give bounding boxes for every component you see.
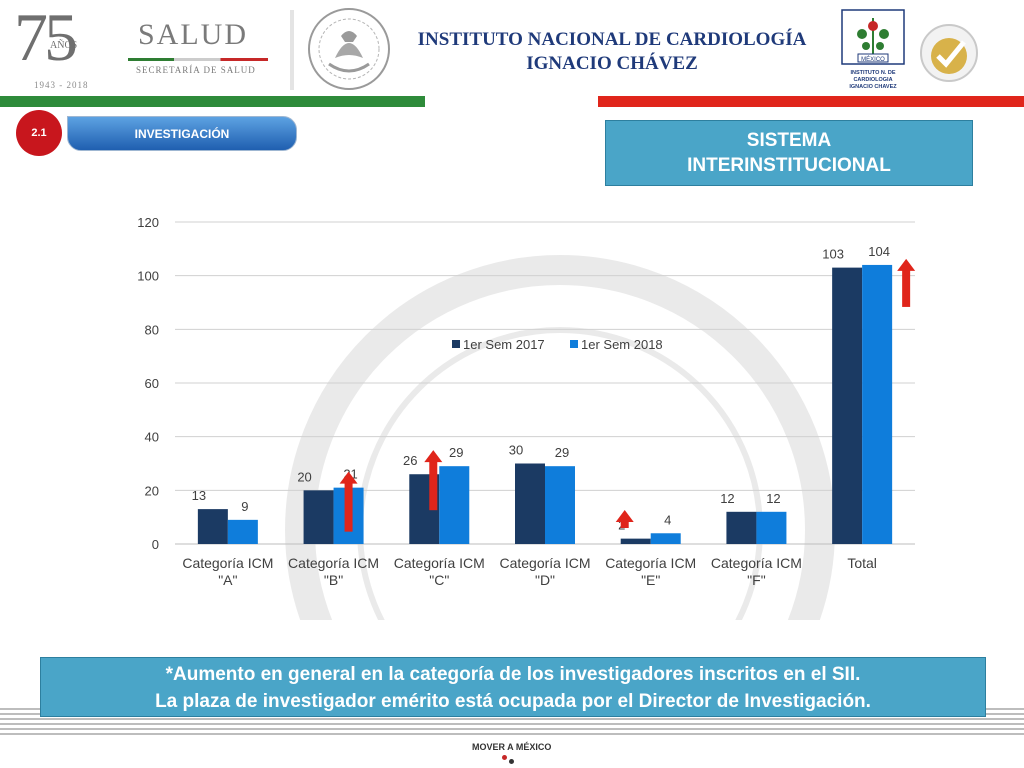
section-number-badge: 2.1 [16, 110, 62, 156]
inc-logo-text: MÉXICO [861, 56, 885, 63]
legend-label: 1er Sem 2018 [581, 337, 663, 352]
legend-swatch [452, 340, 460, 348]
salud-subtitle: SECRETARÍA DE SALUD [136, 65, 256, 75]
data-label: 13 [192, 488, 206, 503]
arrow-shaft [344, 481, 353, 532]
data-label: 4 [664, 512, 671, 527]
y-tick-label: 20 [145, 483, 159, 498]
increase-arrow-icon [339, 471, 358, 532]
anniversary-number: 75 [14, 0, 78, 75]
y-tick-label: 0 [152, 537, 159, 552]
x-tick-label: "C" [429, 572, 449, 588]
y-tick-label: 40 [145, 430, 159, 445]
national-seal-icon [305, 6, 393, 92]
bar-sem2018 [439, 466, 470, 544]
bar-sem2017 [515, 463, 545, 544]
institute-title-line1: INSTITUTO NACIONAL DE CARDIOLOGÍA [417, 29, 807, 50]
x-tick-label: Categoría ICM [394, 555, 485, 571]
bar-sem2017 [832, 267, 863, 544]
x-axis: Categoría ICM"A"Categoría ICM"B"Categorí… [182, 555, 877, 588]
footer-logo: MOVER A MÉXICO [472, 740, 552, 766]
data-label: 29 [449, 445, 463, 460]
bar-sem2017 [303, 490, 334, 544]
salud-color-bar [128, 58, 268, 61]
x-tick-label: Categoría ICM [605, 555, 696, 571]
x-tick-label: "A" [218, 572, 237, 588]
header-red-bar [598, 96, 1024, 107]
section-name-label: INVESTIGACIÓN [67, 116, 297, 151]
anniversary-logo: 75 AÑOS 1943 - 2018 [14, 0, 104, 90]
y-axis: 0 20 40 60 80 100 120 [137, 215, 159, 552]
bar-sem2017 [726, 511, 757, 544]
y-tick-label: 100 [137, 269, 159, 284]
x-tick-label: "F" [747, 572, 766, 588]
increase-arrow-icon [424, 450, 443, 511]
x-tick-label: "D" [535, 572, 555, 588]
increase-arrow-icon [615, 510, 634, 528]
anniversary-years: 1943 - 2018 [34, 80, 89, 90]
data-label: 103 [822, 247, 844, 262]
x-tick-label: Categoría ICM [182, 555, 273, 571]
institute-title-line2: IGNACIO CHÁVEZ [526, 53, 698, 74]
institute-title: INSTITUTO NACIONAL DE CARDIOLOGÍA IGNACI… [392, 28, 832, 76]
bar-sem2017 [197, 509, 228, 544]
data-label: 30 [509, 443, 523, 458]
institute-logo-icon: MÉXICO INSTITUTO N. DE CARDIOLOGIA IGNAC… [838, 8, 908, 92]
inc-logo-caption-2: CARDIOLOGIA [853, 77, 892, 83]
bar-sem2018 [650, 533, 681, 544]
system-title-line2: INTERINSTITUCIONAL [687, 155, 891, 176]
data-label: 29 [555, 445, 569, 460]
anniversary-word: AÑOS [50, 40, 78, 51]
inc-logo-caption-1: INSTITUTO N. DE [850, 70, 895, 76]
salud-logo: SALUD SECRETARÍA DE SALUD [128, 18, 268, 78]
bar-sem2018 [227, 519, 258, 544]
note-line1: *Aumento en general en la categoría de l… [165, 664, 861, 685]
footer-logo-dot-icon [502, 755, 507, 760]
bar-sem2018 [545, 466, 575, 544]
arrow-head [424, 450, 443, 463]
arrow-head [897, 258, 916, 271]
inc-logo-caption-3: IGNACIO CHAVEZ [849, 84, 897, 90]
certification-seal-icon [918, 22, 980, 84]
header-divider [290, 10, 294, 90]
arrow-shaft [620, 520, 629, 528]
chart-legend: 1er Sem 2017 1er Sem 2018 [452, 337, 663, 352]
bar-sem2017 [620, 538, 651, 544]
y-tick-label: 60 [145, 376, 159, 391]
arrow-head [615, 510, 634, 522]
bar-sem2018 [756, 511, 787, 544]
system-title-line1: SISTEMA [746, 130, 832, 151]
bar-sem2018 [862, 264, 893, 544]
legend-swatch [570, 340, 578, 348]
increase-arrows [339, 258, 916, 532]
x-tick-label: Categoría ICM [711, 555, 802, 571]
legend-label: 1er Sem 2017 [463, 337, 545, 352]
x-tick-label: Total [847, 555, 877, 571]
arrow-shaft [902, 268, 911, 307]
data-label: 26 [403, 453, 417, 468]
footer-logo-dot-icon [509, 759, 514, 764]
arrow-head [339, 471, 358, 484]
header-green-bar [0, 96, 425, 107]
footer-logo-text: MOVER A MÉXICO [472, 742, 552, 752]
data-label: 9 [241, 499, 248, 514]
salud-title: SALUD [138, 18, 249, 51]
x-tick-label: Categoría ICM [499, 555, 590, 571]
x-tick-label: "E" [641, 572, 660, 588]
data-label: 104 [868, 244, 890, 259]
arrow-shaft [429, 460, 438, 511]
x-tick-label: "B" [324, 572, 343, 588]
note-line2: La plaza de investigador emérito está oc… [155, 691, 871, 712]
y-tick-label: 80 [145, 322, 159, 337]
note-box: *Aumento en general en la categoría de l… [40, 657, 986, 717]
y-tick-label: 120 [137, 215, 159, 230]
system-title-box: SISTEMA INTERINSTITUCIONAL [605, 120, 973, 186]
increase-arrow-icon [897, 258, 916, 307]
x-tick-label: Categoría ICM [288, 555, 379, 571]
data-label: 12 [766, 491, 780, 506]
data-label: 12 [720, 491, 734, 506]
data-label: 20 [297, 469, 311, 484]
